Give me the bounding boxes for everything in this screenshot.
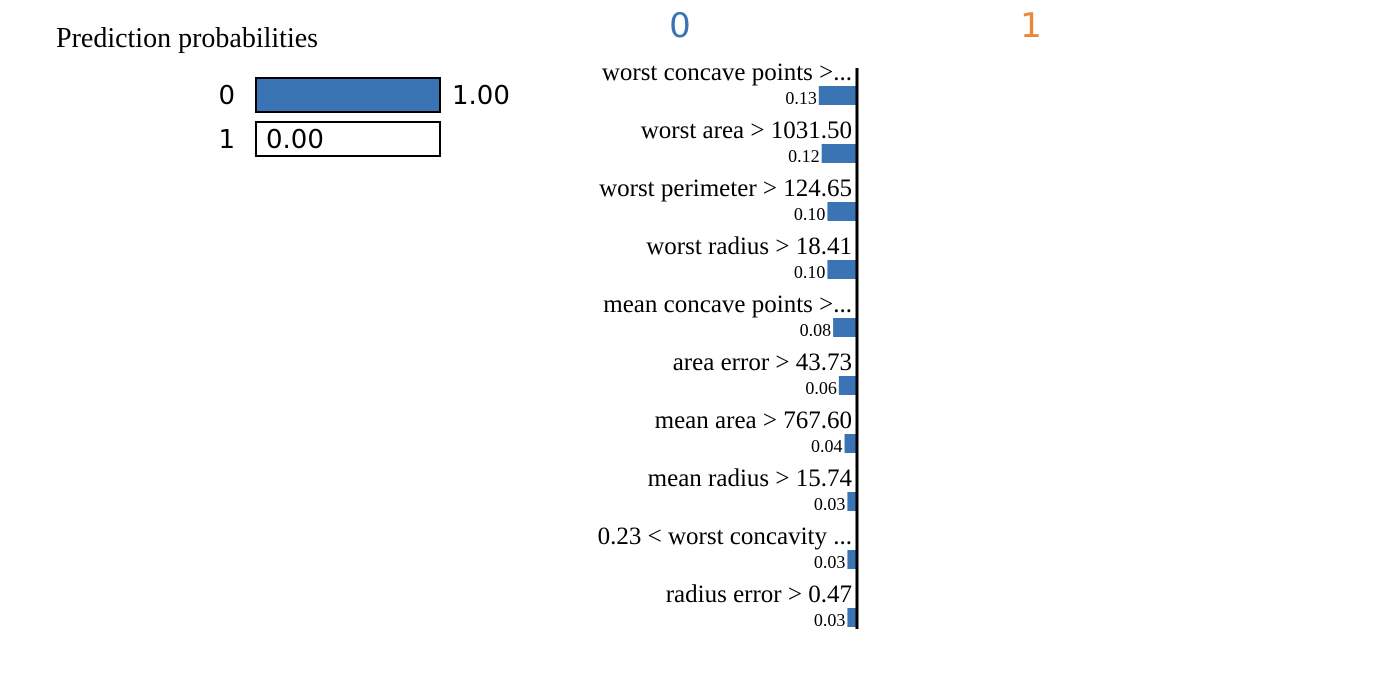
contribution-value-label: 0.13: [785, 88, 817, 108]
prediction-probabilities-title: Prediction probabilities: [56, 23, 318, 54]
contribution-bar: [818, 86, 856, 105]
feature-label: mean radius > 15.74: [648, 465, 853, 492]
feature-label: mean area > 767.60: [655, 407, 852, 434]
probability-bar-frame: [255, 77, 441, 113]
feature-label: mean concave points >...: [603, 291, 852, 318]
contribution-value-label: 0.10: [794, 204, 826, 224]
feature-label: worst perimeter > 124.65: [599, 175, 852, 202]
probability-class-label: 1: [218, 125, 235, 155]
probability-class-label: 0: [218, 81, 235, 111]
feature-row: mean concave points >...0.08: [603, 291, 856, 340]
contribution-bar: [847, 608, 856, 627]
contribution-value-label: 0.12: [788, 146, 820, 166]
prediction-probability-rows: 0 1.001 0.00: [218, 77, 510, 157]
probability-bar-frame: [255, 121, 441, 157]
contribution-value-label: 0.03: [814, 552, 846, 572]
contribution-bar: [827, 202, 856, 221]
feature-label: 0.23 < worst concavity ...: [598, 523, 852, 550]
contribution-bar: [844, 434, 856, 453]
class-headers: 0 1: [669, 6, 1042, 46]
feature-label: area error > 43.73: [673, 349, 852, 376]
feature-row: mean area > 767.600.04: [655, 407, 856, 456]
feature-row: worst perimeter > 124.650.10: [599, 175, 856, 224]
contribution-value-label: 0.10: [794, 262, 826, 282]
feature-row: area error > 43.730.06: [673, 349, 856, 398]
contribution-value-label: 0.03: [814, 494, 846, 514]
probability-row: 0 1.00: [218, 77, 510, 113]
probability-row: 1 0.00: [218, 121, 441, 157]
feature-row: mean radius > 15.740.03: [648, 465, 856, 514]
feature-label: radius error > 0.47: [666, 581, 852, 608]
contribution-value-label: 0.03: [814, 610, 846, 630]
feature-label: worst area > 1031.50: [641, 117, 852, 144]
feature-contribution-chart: worst concave points >...0.13 worst area …: [598, 59, 859, 630]
probability-value-label: 0.00: [266, 125, 324, 155]
feature-row: 0.23 < worst concavity ...0.03: [598, 523, 856, 572]
contribution-bar: [833, 318, 856, 337]
contribution-bar: [827, 260, 856, 279]
contribution-bar: [838, 376, 856, 395]
contribution-value-label: 0.04: [811, 436, 843, 456]
contribution-bar: [847, 550, 856, 569]
contribution-value-label: 0.08: [800, 320, 832, 340]
class-header-negative: 0: [669, 6, 691, 46]
probability-value-label: 1.00: [452, 81, 510, 111]
feature-label: worst radius > 18.41: [646, 233, 852, 260]
class-header-positive: 1: [1020, 6, 1042, 46]
probability-bar-fill: [256, 78, 440, 112]
feature-row: radius error > 0.470.03: [666, 581, 856, 630]
feature-label: worst concave points >...: [602, 59, 852, 86]
prediction-probabilities-panel: Prediction probabilities 0 1.001 0.00: [56, 23, 510, 157]
feature-row: worst area > 1031.500.12: [641, 117, 856, 166]
contribution-bar: [847, 492, 856, 511]
feature-row: worst radius > 18.410.10: [646, 233, 856, 282]
feature-row: worst concave points >...0.13: [602, 59, 856, 108]
contribution-bar: [821, 144, 856, 163]
contribution-value-label: 0.06: [805, 378, 837, 398]
